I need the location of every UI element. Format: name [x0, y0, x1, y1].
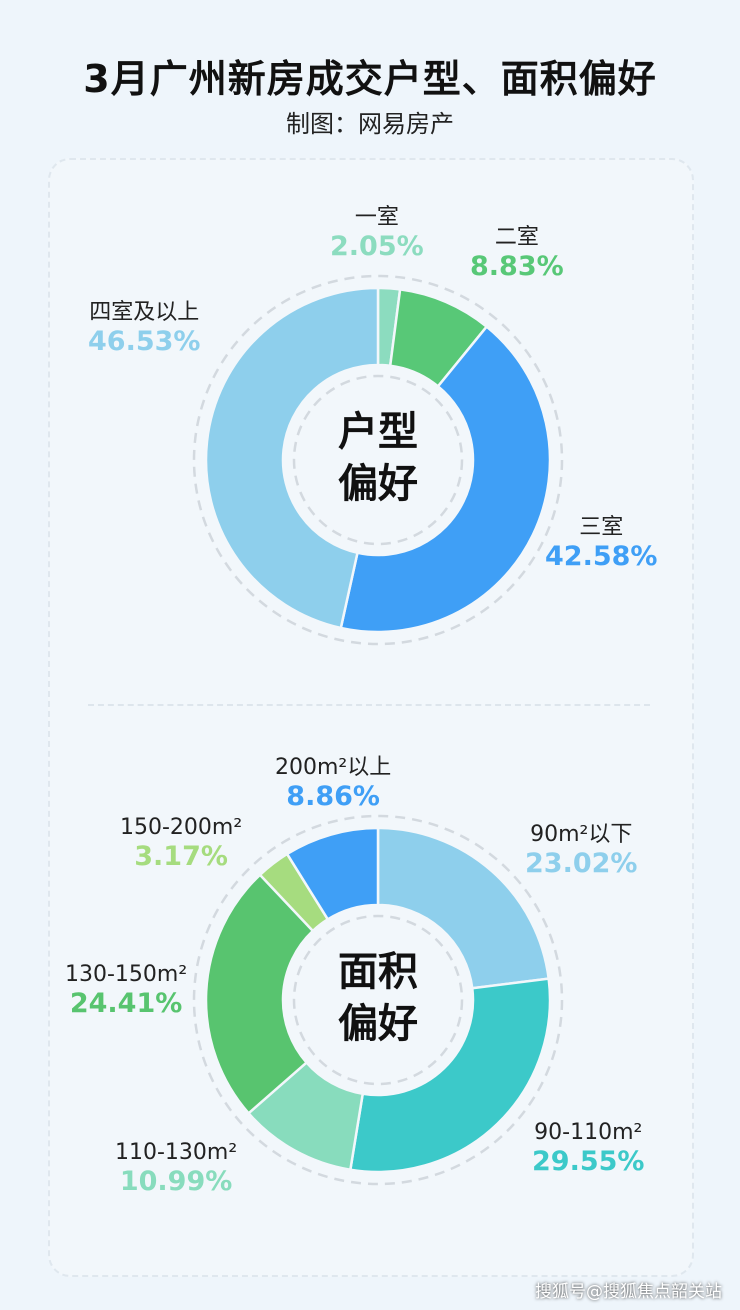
- data-label: 三室 42.58%: [545, 515, 658, 573]
- donut-center-title-2: 面积偏好: [338, 949, 418, 1047]
- data-label: 90-110m² 29.55%: [532, 1120, 645, 1178]
- donut-slice-3: [339, 324, 552, 634]
- area-donut: [192, 814, 564, 1186]
- inner-dashed-ring: [292, 374, 464, 546]
- donut-slice-4: [204, 873, 315, 1116]
- page-title: 3月广州新房成交户型、面积偏好: [83, 57, 657, 101]
- watermark: 搜狐号@搜狐焦点韶关站: [535, 1282, 722, 1302]
- divider: [88, 704, 650, 706]
- inner-dashed-ring: [292, 914, 464, 1086]
- data-label: 200m²以上 8.86%: [275, 755, 392, 813]
- donut-hole: [285, 367, 471, 553]
- unit-type-donut: [192, 274, 564, 646]
- page-subtitle: 制图：网易房产: [286, 110, 454, 138]
- data-label: 130-150m² 24.41%: [65, 962, 188, 1020]
- donut-slice-1: [376, 826, 551, 990]
- data-label: 一室 2.05%: [330, 205, 424, 263]
- data-label: 90m²以下 23.02%: [525, 822, 638, 880]
- data-label: 二室 8.83%: [470, 225, 564, 283]
- donut-center-title-1: 户型偏好: [338, 409, 418, 507]
- data-label: 110-130m² 10.99%: [115, 1140, 238, 1198]
- donut-hole: [285, 907, 471, 1093]
- outer-dashed-ring: [192, 274, 564, 646]
- donut-slice-2: [348, 977, 552, 1174]
- donut-slice-6: [285, 826, 380, 922]
- data-label: 四室及以上 46.53%: [88, 300, 201, 358]
- data-label: 150-200m² 3.17%: [120, 815, 243, 873]
- donut-slice-4: [204, 286, 380, 630]
- outer-dashed-ring: [192, 814, 564, 1186]
